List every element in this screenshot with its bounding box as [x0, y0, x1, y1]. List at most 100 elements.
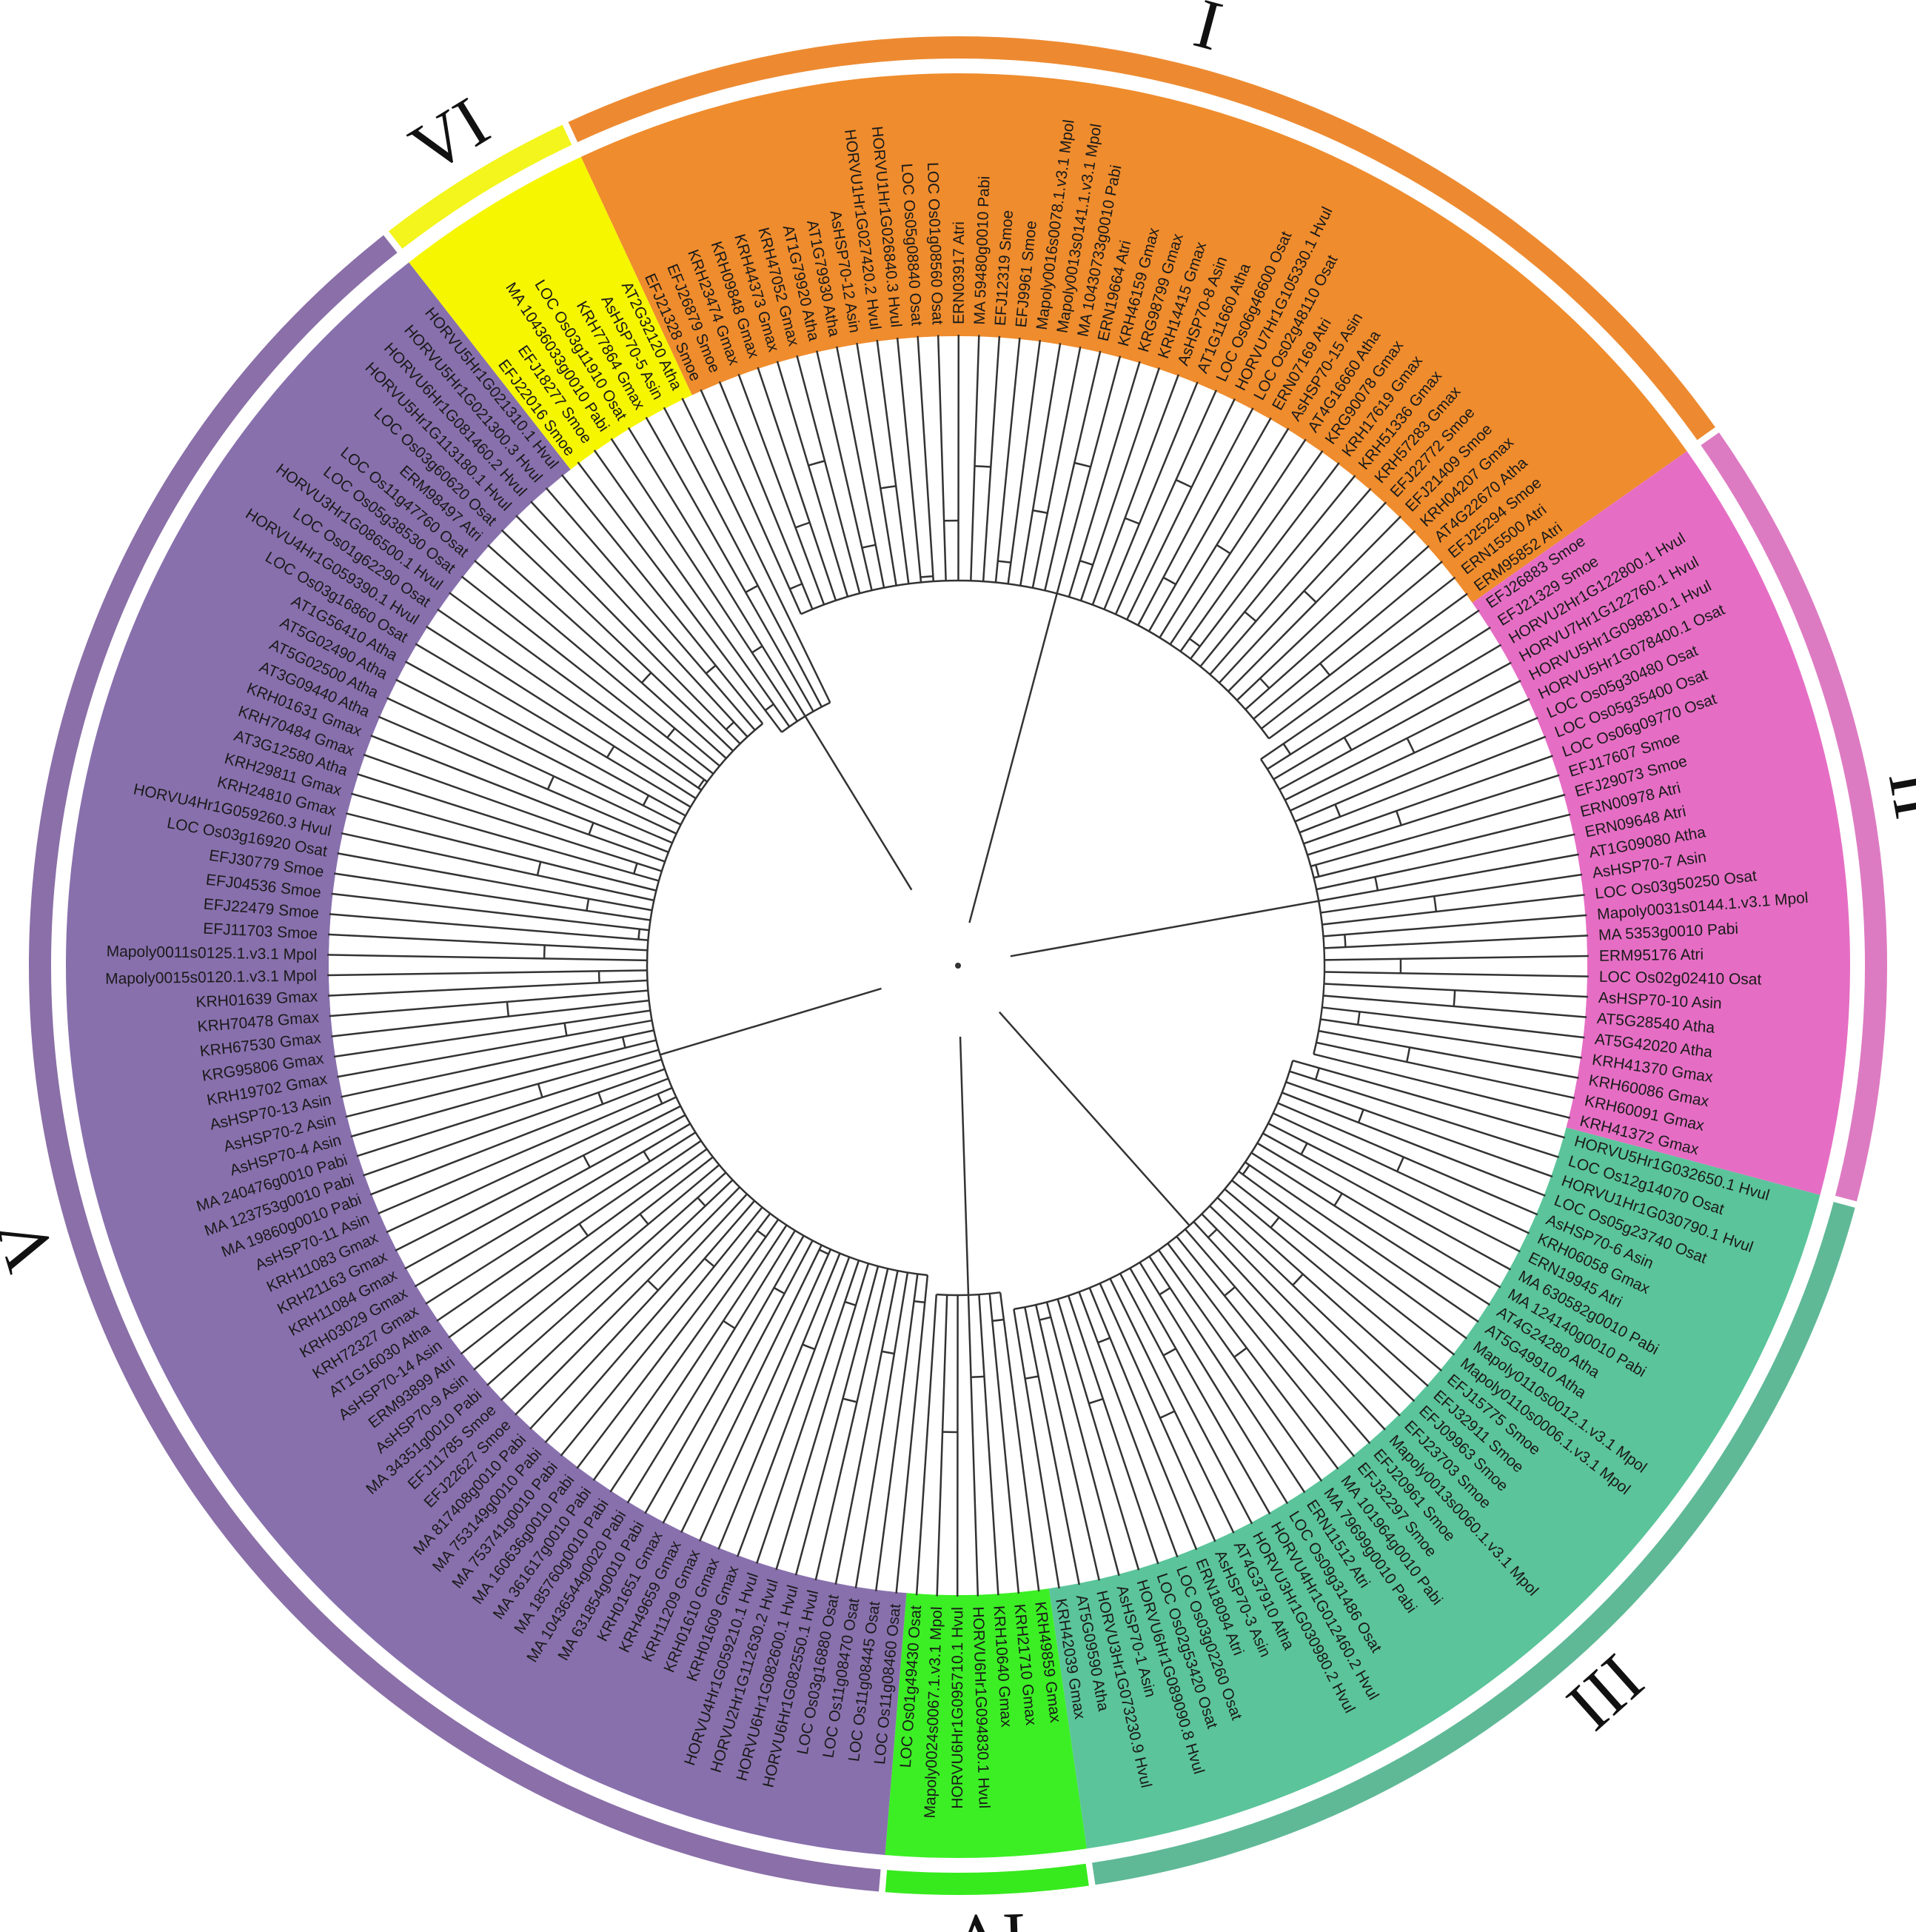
subclade-arc: [1315, 864, 1320, 877]
clade-stem-vi: [804, 715, 913, 891]
leaf-branch: [1320, 873, 1583, 914]
subclade-arc: [697, 779, 706, 789]
leaf-branch: [627, 427, 806, 717]
subclade-arc: [1319, 663, 1331, 676]
leaf-branch: [1088, 1287, 1198, 1551]
leaf-branch: [500, 1179, 734, 1401]
subclade-arc: [751, 645, 763, 654]
leaf-branch: [757, 367, 837, 601]
subclade-arc: [764, 703, 774, 712]
subclade-arc: [773, 1286, 786, 1294]
subclade-arc: [1224, 1286, 1236, 1297]
subclade-arc: [1259, 678, 1270, 689]
leaf-branch: [755, 1260, 860, 1564]
leaf-branch: [333, 872, 651, 921]
subclade-arc: [808, 460, 825, 467]
subclade-arc: [543, 945, 546, 959]
leaf-branch: [487, 544, 727, 759]
leaf-branch: [1273, 1112, 1530, 1234]
leaf-branch: [545, 487, 756, 731]
subclade-arc: [1073, 461, 1091, 468]
subclade-arc: [1270, 1217, 1280, 1229]
clade-stem-i: [968, 593, 1058, 923]
leaf-label: ERN03917 Atri: [951, 221, 968, 324]
leaf-branch: [544, 1200, 756, 1444]
leaf-branch: [895, 1274, 929, 1594]
subclade-arc: [920, 575, 934, 578]
leaf-branch: [1126, 398, 1236, 621]
leaf-branch: [1320, 1018, 1583, 1059]
leaf-branch: [333, 1009, 651, 1058]
subclade-arc: [506, 1001, 510, 1017]
subclade-arc: [1406, 738, 1416, 754]
subclade-arc: [1125, 517, 1140, 525]
leaf-branch: [350, 792, 660, 882]
subclade-arc: [1374, 876, 1379, 891]
subclade-arc: [1344, 934, 1347, 948]
leaf-branch: [327, 979, 648, 997]
leaf-branch: [1307, 774, 1560, 856]
leaf-branch: [1099, 1283, 1216, 1542]
subclade-arc: [621, 1037, 626, 1049]
subclade-arc: [914, 1300, 925, 1304]
leaf-branch: [1273, 644, 1502, 781]
leaf-branch: [1256, 1142, 1501, 1288]
leaf-branch: [577, 461, 783, 733]
leaf-label: HORVU6Hr1G095710.1 Hvul: [949, 1607, 966, 1809]
clade-sector-iv: [885, 1588, 1087, 1859]
subclade-arc: [1159, 1287, 1171, 1296]
subclade-arc: [1314, 1067, 1320, 1080]
subclade-arc: [586, 898, 590, 912]
leaf-branch: [1303, 755, 1553, 845]
leaf-branch: [999, 1292, 1040, 1592]
leaf-branch: [460, 575, 714, 775]
subclade-arc: [536, 861, 542, 876]
leaf-branch: [1119, 1273, 1253, 1525]
leaf-branch: [1079, 367, 1161, 601]
leaf-branch: [1324, 983, 1589, 998]
leaf-branch: [1310, 793, 1566, 868]
leaf-branch: [814, 1268, 889, 1581]
leaf-branch: [1103, 381, 1199, 610]
leaf-branch: [936, 1294, 948, 1597]
subclade-arc: [1216, 544, 1231, 555]
leaf-branch: [1282, 1092, 1546, 1197]
leaf-branch: [1184, 1229, 1371, 1445]
leaf-branch: [1253, 561, 1443, 720]
subclade-arc: [1162, 576, 1176, 586]
leaf-branch: [370, 735, 669, 853]
leaf-branch: [1284, 679, 1521, 801]
leaf-branch: [1148, 417, 1272, 632]
leaf-branch: [1157, 1249, 1323, 1482]
leaf-branch: [1245, 545, 1430, 711]
subclade-arc: [537, 1083, 543, 1098]
leaf-branch: [937, 335, 947, 581]
leaf-branch: [329, 913, 649, 941]
subclade-arc: [756, 1229, 767, 1238]
leaf-branch: [1201, 1213, 1401, 1417]
leaf-branch: [1067, 1295, 1159, 1565]
tree-branches: [327, 334, 1589, 1597]
leaf-branch: [437, 608, 703, 791]
leaf-branch: [915, 1294, 938, 1596]
leaf-branch: [796, 355, 861, 594]
subclade-arc: [639, 1213, 649, 1225]
leaf-branch: [1139, 1262, 1289, 1505]
leaf-branch: [386, 1096, 677, 1234]
subclade-arc: [1032, 509, 1048, 515]
leaf-branch: [854, 1272, 909, 1588]
subclade-arc: [588, 822, 594, 835]
clade-arc-vi: [781, 701, 831, 733]
leaf-branch: [970, 335, 980, 581]
leaf-branch: [834, 1270, 899, 1585]
leaf-branch: [1238, 1170, 1467, 1340]
subclade-arc: [606, 746, 615, 758]
subclade-arc: [1175, 478, 1193, 489]
clade-ring-iv: [885, 1863, 1089, 1896]
leaf-branch: [378, 715, 673, 844]
leaf-branch: [1324, 955, 1589, 961]
subclade-arc: [1039, 1316, 1051, 1321]
clade-arc-iv: [936, 1291, 1001, 1297]
leaf-branch: [737, 373, 825, 605]
